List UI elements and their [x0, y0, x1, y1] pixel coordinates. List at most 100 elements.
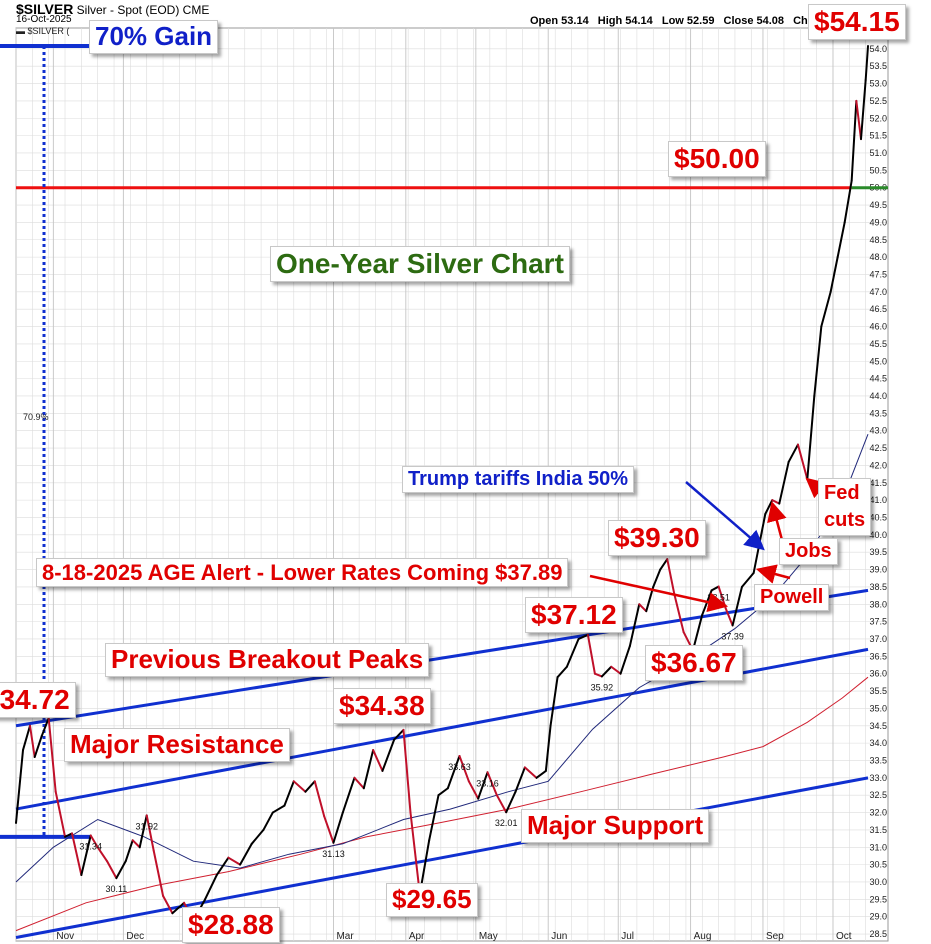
callout-left-3472: $34.72 [0, 682, 76, 719]
y-tick-label: 33.5 [869, 755, 887, 765]
x-tick-label: Jun [551, 931, 567, 942]
price-segment [47, 717, 57, 793]
series-legend: ▬ $SILVER ( [16, 26, 70, 36]
price-segment [250, 828, 265, 845]
y-tick-label: 45.5 [869, 339, 887, 349]
y-tick-label: 34.0 [869, 738, 887, 748]
price-segment [610, 665, 622, 675]
x-tick-label: Oct [836, 931, 852, 942]
price-segment [864, 45, 869, 82]
price-segment [806, 394, 816, 481]
x-tick-label: Nov [56, 931, 74, 942]
price-segment [593, 672, 603, 678]
price-segment [106, 860, 118, 880]
price-segment [22, 724, 32, 752]
y-tick-label: 43.5 [869, 408, 887, 418]
price-segment [628, 603, 641, 647]
y-tick-label: 39.0 [869, 565, 887, 575]
price-segment [152, 849, 165, 897]
x-tick-label: Jul [621, 931, 634, 942]
y-tick-label: 36.5 [869, 651, 887, 661]
price-segment [836, 221, 846, 259]
price-segment [446, 754, 461, 790]
price-segment [138, 814, 148, 849]
y-tick-label: 44.0 [869, 391, 887, 401]
y-tick-label: 52.5 [869, 96, 887, 106]
close-value: Close 54.08 [723, 15, 785, 27]
callout-powell: Powell [754, 584, 830, 611]
x-tick-label: Apr [409, 931, 425, 942]
y-tick-label: 46.5 [869, 304, 887, 314]
y-tick-label: 30.0 [869, 877, 887, 887]
price-segment [467, 780, 480, 800]
y-tick-label: 35.0 [869, 703, 887, 713]
callout-low-2888: $28.88 [182, 907, 280, 944]
x-tick-label: Mar [336, 931, 354, 942]
x-axis: Nov Dec Mar Apr May Jun Jul Aug Sep Oct [56, 931, 851, 942]
y-tick-label: 41.0 [869, 495, 887, 505]
price-segment [778, 460, 790, 505]
price-segment [577, 633, 589, 640]
price-segment [731, 585, 743, 627]
chart-symbol: $SILVER Silver - Spot (EOD) CME [16, 1, 209, 17]
price-segment [332, 811, 344, 844]
arrow-jobs [767, 501, 787, 541]
value-label: 35.92 [591, 682, 614, 692]
price-segment [544, 724, 552, 772]
price-segment [341, 776, 356, 814]
open-value: Open 53.14 [530, 15, 589, 27]
price-segment [600, 665, 613, 678]
price-segment [523, 766, 538, 779]
y-tick-label: 42.5 [869, 443, 887, 453]
y-tick-label: 43.0 [869, 426, 887, 436]
callout-major-resistance: Major Resistance [64, 728, 290, 762]
y-tick-label: 44.5 [869, 374, 887, 384]
y-tick-label: 40.0 [869, 530, 887, 540]
y-tick-label: 40.5 [869, 512, 887, 522]
y-tick-label: 45.0 [869, 356, 887, 366]
y-tick-label: 29.5 [869, 894, 887, 904]
price-segment [80, 834, 92, 877]
ohlc-readout: Open 53.14 High 54.14 Low 52.59 Close 54… [530, 15, 821, 27]
y-tick-label: 35.5 [869, 686, 887, 696]
price-segment [586, 633, 596, 675]
callout-fed-cuts: Fed cuts [818, 478, 872, 536]
price-segment [131, 839, 141, 849]
value-label: 31.13 [322, 849, 345, 859]
y-tick-label: 37.0 [869, 634, 887, 644]
price-segment [145, 814, 155, 852]
price-segment [820, 290, 832, 328]
price-segment [29, 724, 36, 759]
price-segment [565, 637, 580, 668]
price-segment [283, 780, 295, 807]
price-segment [495, 794, 508, 814]
price-segment [381, 738, 396, 772]
price-segment [40, 717, 50, 738]
price-segment [787, 443, 799, 463]
low-value: Low 52.59 [661, 15, 715, 27]
y-tick-label: 32.0 [869, 808, 887, 818]
price-segment [813, 325, 823, 397]
price-segment [486, 771, 498, 797]
y-tick-label: 53.0 [869, 79, 887, 89]
x-tick-label: May [479, 931, 498, 942]
price-segment [659, 558, 669, 571]
callout-low-2965: $29.65 [386, 883, 478, 917]
price-segment [33, 735, 43, 759]
price-segment [323, 815, 335, 844]
y-tick-label: 30.5 [869, 860, 887, 870]
price-segment [619, 644, 631, 675]
price-segment [15, 749, 25, 824]
price-segment [549, 676, 559, 727]
high-value: High 54.14 [597, 15, 653, 27]
y-tick-label: 49.0 [869, 217, 887, 227]
series-legend-label: $SILVER ( [27, 26, 70, 36]
value-label: 33.16 [476, 778, 499, 788]
price-segment [124, 839, 134, 863]
price-segment [638, 603, 648, 613]
y-tick-label: 53.5 [869, 61, 887, 71]
price-segment [239, 842, 253, 866]
price-segment [271, 804, 286, 814]
price-segment [353, 776, 365, 790]
